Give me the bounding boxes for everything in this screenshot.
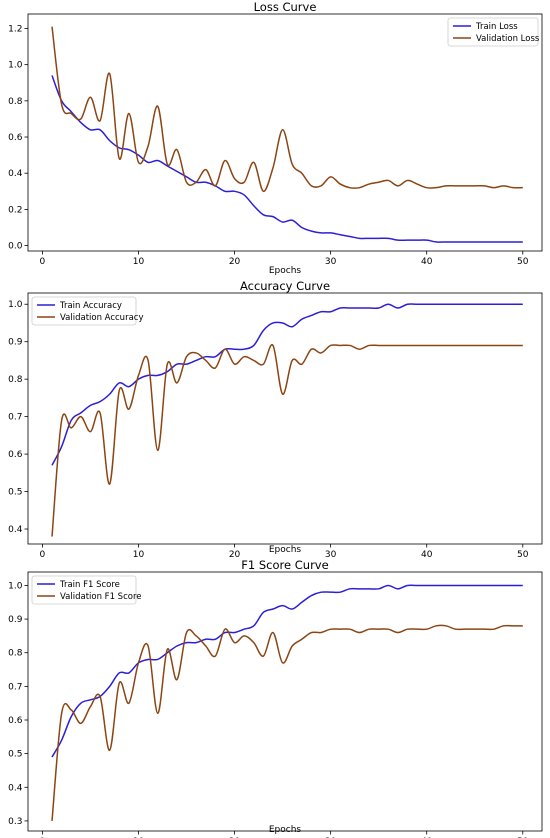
loss-y-tick-label: 0.0 — [8, 242, 23, 252]
accuracy-legend-label: Train Accuracy — [59, 301, 122, 311]
loss-series-train-line — [51, 75, 523, 243]
f1-chart-title: F1 Score Curve — [241, 558, 328, 572]
f1-legend-label: Train F1 Score — [59, 580, 120, 590]
accuracy-y-tick-label: 0.7 — [8, 413, 22, 423]
loss-chart: Loss Curve 0 10 20 30 40 50 0.0 0.2 0.4 0.6 0.8 1.0 1… — [8, 0, 543, 276]
loss-chart-panel: Loss Curve 0 10 20 30 40 50 0.0 0.2 0.4 0.6 0.8 1.0 1… — [0, 0, 550, 279]
accuracy-series-validation-line — [51, 343, 523, 537]
f1-legend: Train F1 Score Validation F1 Score — [31, 575, 141, 605]
loss-x-tick-label: 20 — [229, 257, 241, 267]
f1-legend-label: Validation F1 Score — [60, 592, 141, 602]
f1-series-validation-line — [51, 624, 523, 821]
accuracy-x-tick-label: 0 — [40, 550, 46, 558]
loss-legend-box — [447, 17, 539, 47]
f1-legend-box — [31, 575, 137, 605]
accuracy-chart: Accuracy Curve 0 10 20 30 40 50 0.4 0.5 0.6 0.7 0.8… — [8, 279, 543, 558]
accuracy-chart-panel: Accuracy Curve 0 10 20 30 40 50 0.4 0.5 0.6 0.7 0.8… — [0, 279, 550, 558]
accuracy-legend-label: Validation Accuracy — [60, 313, 143, 323]
f1-y-tick-label: 1.0 — [8, 581, 23, 591]
accuracy-plot-frame — [27, 292, 543, 545]
f1-series-train-line — [51, 584, 523, 758]
loss-y-tick-label: 0.8 — [8, 97, 23, 107]
accuracy-x-tick-label: 50 — [517, 550, 529, 558]
loss-legend-label: Train Loss — [475, 22, 518, 32]
accuracy-x-tick-label: 30 — [325, 550, 337, 558]
f1-chart-panel: F1 Score Curve010203040500.30.40.50.60.7… — [0, 558, 550, 838]
accuracy-series-train-line — [51, 303, 523, 466]
accuracy-y-tick-label: 1.0 — [8, 300, 23, 310]
loss-x-tick-label: 40 — [421, 257, 433, 267]
loss-x-tick-label: 0 — [40, 257, 46, 267]
loss-chart-title: Loss Curve — [254, 0, 317, 14]
accuracy-x-tick-label: 20 — [229, 550, 241, 558]
loss-legend: Train Loss Validation Loss — [447, 17, 540, 47]
f1-x-axis-label: Epochs — [269, 825, 302, 835]
f1-plot-frame — [27, 571, 543, 832]
accuracy-legend-box — [31, 296, 137, 326]
accuracy-x-tick-label: 10 — [133, 550, 145, 558]
loss-legend-label: Validation Loss — [476, 34, 540, 44]
accuracy-x-tick-label: 40 — [421, 550, 433, 558]
f1-y-tick-label: 0.6 — [8, 716, 23, 726]
f1-chart: F1 Score Curve010203040500.30.40.50.60.7… — [8, 558, 543, 838]
loss-y-tick-label: 1.2 — [8, 24, 22, 34]
accuracy-y-tick-label: 0.8 — [8, 375, 23, 385]
accuracy-y-tick-label: 0.5 — [8, 488, 22, 498]
loss-y-tick-label: 1.0 — [8, 61, 23, 71]
f1-y-tick-label: 0.7 — [8, 682, 22, 692]
loss-series-validation-line — [51, 26, 523, 193]
loss-plot-frame — [27, 13, 543, 252]
f1-y-tick-label: 0.9 — [8, 615, 23, 625]
accuracy-chart-title: Accuracy Curve — [240, 279, 330, 293]
loss-y-tick-label: 0.4 — [8, 169, 23, 179]
loss-x-tick-label: 50 — [517, 257, 529, 267]
loss-x-axis-label: Epochs — [269, 266, 302, 276]
accuracy-x-axis-label: Epochs — [269, 545, 302, 555]
accuracy-legend: Train Accuracy Validation Accuracy — [31, 296, 143, 326]
f1-y-tick-label: 0.3 — [8, 817, 22, 827]
f1-y-tick-label: 0.5 — [8, 750, 22, 760]
loss-y-tick-label: 0.6 — [8, 133, 23, 143]
loss-y-tick-label: 0.2 — [8, 205, 22, 215]
loss-x-tick-label: 30 — [325, 257, 337, 267]
accuracy-y-tick-label: 0.6 — [8, 450, 23, 460]
f1-y-tick-label: 0.4 — [8, 783, 23, 793]
accuracy-y-tick-label: 0.9 — [8, 338, 23, 348]
f1-y-tick-label: 0.8 — [8, 649, 23, 659]
accuracy-y-tick-label: 0.4 — [8, 525, 23, 535]
loss-x-tick-label: 10 — [133, 257, 145, 267]
